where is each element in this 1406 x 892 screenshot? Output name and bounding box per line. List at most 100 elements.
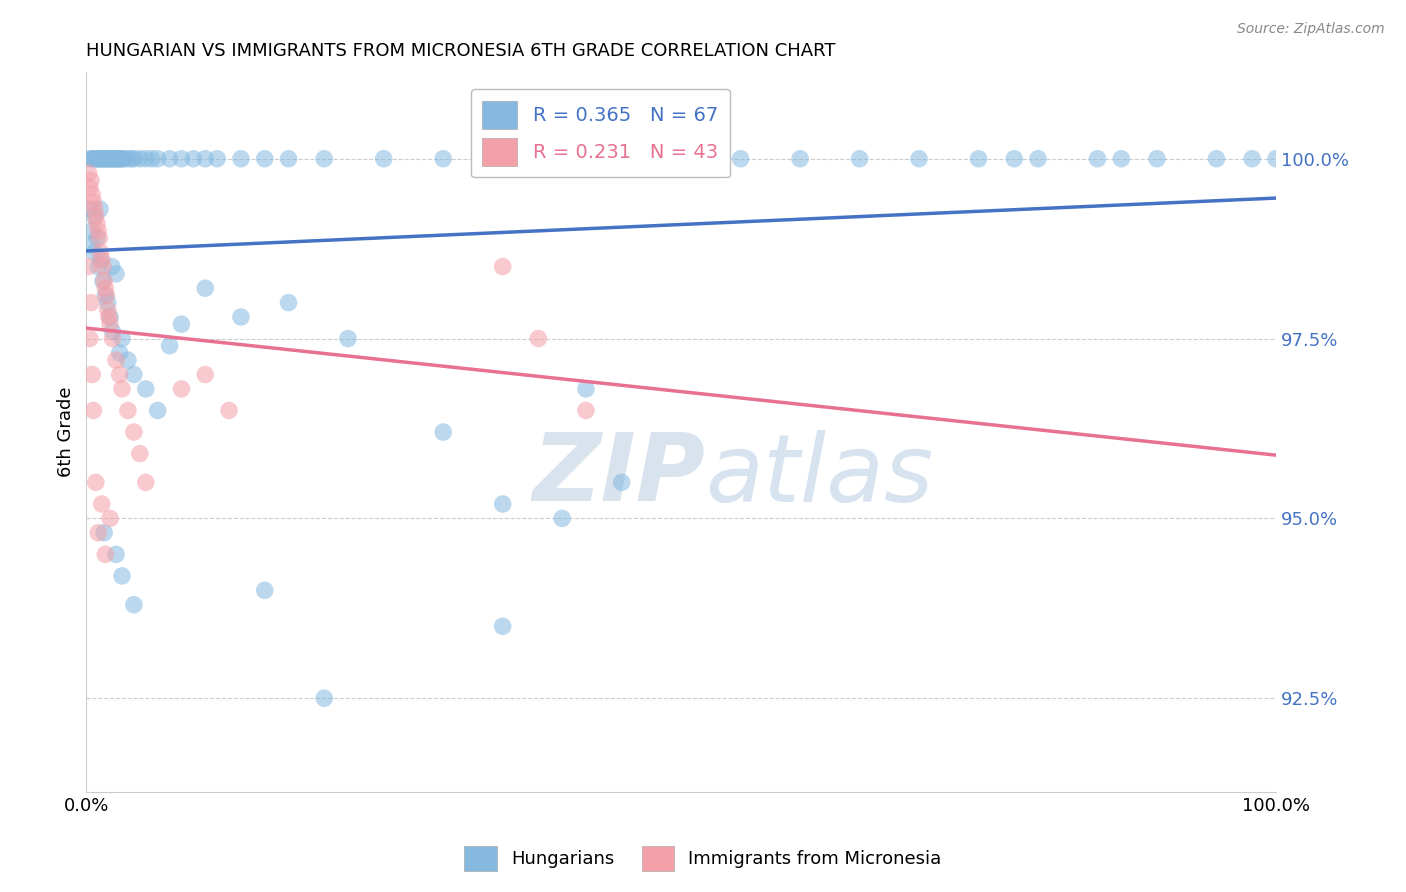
Point [551,152,574,166]
Point [90,245,112,260]
Point [1002,152,1025,166]
Point [77,260,100,274]
Point [112,152,135,166]
Point [110,152,132,166]
Point [93,152,115,166]
Point [108,346,131,360]
Point [373,152,395,166]
Point [848,152,870,166]
Point [89,202,111,216]
Point [117,152,139,166]
Point [82,152,104,166]
Point [1241,152,1264,166]
Point [101,332,124,346]
Point [111,382,134,396]
Point [122,425,145,439]
Point [194,152,217,166]
Point [97,295,120,310]
Point [111,152,134,166]
Point [277,152,299,166]
Point [159,339,181,353]
Point [86,152,108,166]
Point [105,152,128,166]
Point [83,202,105,216]
Point [1205,152,1227,166]
Point [146,152,169,166]
Point [647,152,669,166]
Point [105,547,128,561]
Point [117,353,139,368]
Point [84,209,107,223]
Point [117,403,139,417]
Point [1026,152,1049,166]
Point [82,194,104,209]
Point [93,525,115,540]
Text: HUNGARIAN VS IMMIGRANTS FROM MICRONESIA 6TH GRADE CORRELATION CHART: HUNGARIAN VS IMMIGRANTS FROM MICRONESIA … [86,42,835,60]
Text: ZIP: ZIP [531,429,704,521]
Text: Source: ZipAtlas.com: Source: ZipAtlas.com [1237,22,1385,37]
Point [87,224,110,238]
Point [1146,152,1168,166]
Point [101,324,124,338]
Point [183,152,205,166]
Point [98,310,121,324]
Point [194,281,217,295]
Point [121,152,143,166]
Point [98,152,121,166]
Point [730,152,752,166]
Point [551,511,574,525]
Point [194,368,217,382]
Point [104,152,127,166]
Point [575,403,598,417]
Point [432,425,454,439]
Point [107,152,129,166]
Point [575,382,598,396]
Point [82,224,104,238]
Point [101,152,124,166]
Point [111,332,134,346]
Point [82,187,104,202]
Point [83,245,105,260]
Point [253,583,276,598]
Point [100,152,122,166]
Point [96,152,118,166]
Point [93,274,115,288]
Legend: R = 0.365   N = 67, R = 0.231   N = 43: R = 0.365 N = 67, R = 0.231 N = 43 [471,89,730,178]
Point [97,310,120,324]
Point [218,403,240,417]
Point [97,152,120,166]
Point [967,152,990,166]
Point [229,310,252,324]
Point [105,353,128,368]
Point [77,166,100,180]
Point [122,152,145,166]
Point [87,152,110,166]
Point [94,547,117,561]
Point [314,691,336,706]
Point [86,231,108,245]
Point [492,152,515,166]
Point [135,475,157,490]
Point [91,152,114,166]
Point [94,288,117,302]
Point [229,152,252,166]
Point [87,260,110,274]
Point [82,403,104,417]
Point [89,231,111,245]
Point [1087,152,1109,166]
Point [98,317,121,331]
Point [146,403,169,417]
Legend: Hungarians, Immigrants from Micronesia: Hungarians, Immigrants from Micronesia [457,838,949,879]
Point [205,152,228,166]
Point [610,152,633,166]
Point [94,281,117,295]
Point [79,332,101,346]
Point [87,525,110,540]
Point [80,173,103,187]
Point [84,475,107,490]
Point [89,152,111,166]
Point [105,152,128,166]
Point [492,497,515,511]
Point [86,217,108,231]
Point [492,260,515,274]
